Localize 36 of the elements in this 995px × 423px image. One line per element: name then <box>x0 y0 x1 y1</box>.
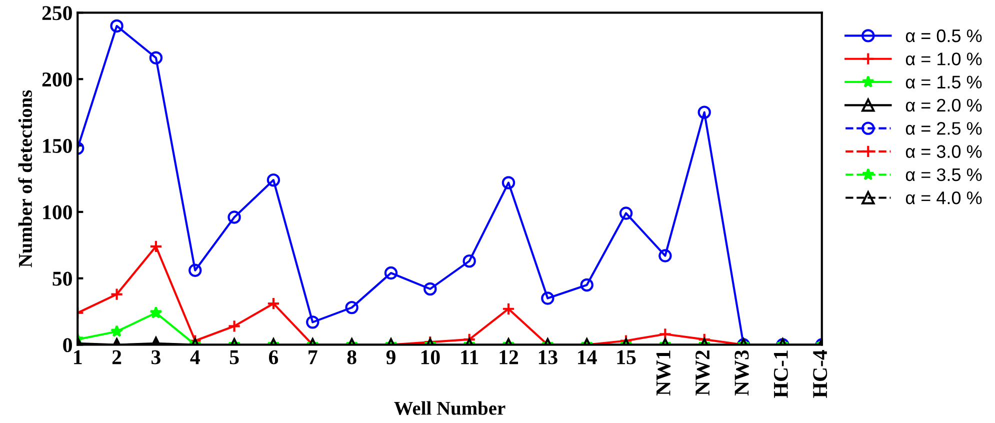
y-tick-label: 150 <box>43 138 72 153</box>
x-tick-label: 9 <box>386 350 396 364</box>
legend-label: α = 2.5 % <box>906 122 982 135</box>
x-tick-label: NW1 <box>656 350 671 396</box>
x-tick-label: 2 <box>112 350 122 364</box>
legend-label: α = 2.0 % <box>906 98 982 112</box>
legend-label: α = 3.5 % <box>906 168 982 182</box>
x-tick-label: 1 <box>74 350 82 364</box>
y-tick-label: 200 <box>42 72 72 87</box>
x-axis-title: Well Number <box>394 401 506 415</box>
x-tick-label: 12 <box>500 350 518 364</box>
y-tick-label: 50 <box>52 272 72 286</box>
legend-label: α = 1.5 % <box>906 76 982 89</box>
legend-label: α = 3.0 % <box>906 145 982 158</box>
x-tick-label: 10 <box>421 350 440 364</box>
x-tick-label: NW3 <box>734 350 749 396</box>
x-tick-label: NW2 <box>696 350 710 396</box>
legend-label: α = 4.0 % <box>906 191 982 204</box>
y-tick-label: 100 <box>43 205 72 220</box>
x-tick-label: 6 <box>268 350 278 364</box>
y-tick-label: 0 <box>63 338 72 352</box>
x-tick-label: 3 <box>152 350 160 364</box>
x-tick-label: 13 <box>538 350 558 364</box>
x-tick-label: 4 <box>190 350 200 364</box>
y-axis-title: Number of detections <box>18 90 32 268</box>
x-tick-label: 8 <box>347 350 356 364</box>
x-tick-label: HC-4 <box>813 350 828 398</box>
y-tick-label: 250 <box>42 6 72 20</box>
x-tick-label: 15 <box>617 350 636 364</box>
x-tick-label: 5 <box>230 350 239 364</box>
x-tick-label: 11 <box>461 350 478 364</box>
legend-label: α = 0.5 % <box>906 29 982 42</box>
x-tick-label: HC-1 <box>774 350 788 398</box>
x-tick-label: 14 <box>578 350 597 364</box>
x-tick-label: 7 <box>308 350 318 364</box>
legend-label: α = 1.0 % <box>906 52 982 66</box>
